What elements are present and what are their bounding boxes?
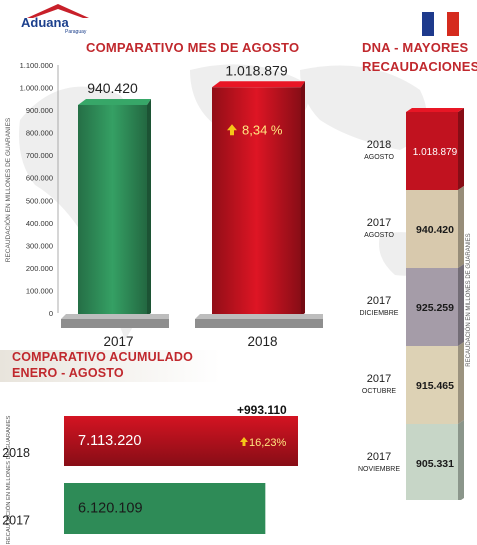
chart3-value-label: 1.018.879 xyxy=(413,147,458,158)
chart1-bar-side xyxy=(147,98,151,317)
chart-mayores: RECAUDACIÓN EN MILLONES DE GUARANIES 1.01… xyxy=(358,108,472,500)
chart3-segment-side xyxy=(458,108,464,190)
chart3-year-label: 2018 xyxy=(367,139,391,151)
arrow-up-icon xyxy=(240,437,248,446)
chart3-year-label: 2017 xyxy=(367,217,391,229)
chart1-value-label: 940.420 xyxy=(87,80,138,96)
chart3-segment-agosto-2017 xyxy=(406,190,458,268)
chart3-year-label: 2017 xyxy=(367,373,391,385)
chart1-bar-2017 xyxy=(78,104,147,317)
chart1-value-label: 1.018.879 xyxy=(225,62,287,78)
chart-acumulado: RECAUDACIÓN EN MILLONES DE GUARANIES2018… xyxy=(2,403,298,544)
chart1-bar-base xyxy=(61,319,169,328)
arrow-up-icon xyxy=(227,124,237,136)
chart3-year-label: 2017 xyxy=(367,451,391,463)
chart3-segment-octubre-2017 xyxy=(406,346,458,424)
chart2-y-axis-label: RECAUDACIÓN EN MILLONES DE GUARANIES xyxy=(5,415,12,544)
chart1-y-tick-label: 400.000 xyxy=(26,219,53,228)
chart1-bar-side xyxy=(301,81,305,317)
chart1-growth-label: 8,34 % xyxy=(242,122,283,137)
chart1-y-tick-label: 200.000 xyxy=(26,264,53,273)
chart1-y-tick-label: 1.000.000 xyxy=(20,84,53,93)
chart1-title: COMPARATIVO MES DE AGOSTO xyxy=(86,40,300,55)
chart3-segment-side xyxy=(458,342,464,424)
logo-name: Aduana xyxy=(21,15,69,30)
chart1-y-tick-label: 0 xyxy=(49,309,53,318)
chart3-month-label: NOVIEMBRE xyxy=(358,466,400,473)
chart3-segment-diciembre-2017 xyxy=(406,268,458,346)
chart3-value-label: 925.259 xyxy=(416,302,454,314)
chart2-title-band xyxy=(0,350,220,382)
chart1-bar-base-top xyxy=(61,314,169,319)
chart1-category-label: 2017 xyxy=(103,334,133,349)
chart3-title-line1: DNA - MAYORES xyxy=(362,40,469,55)
chart1-bar-top xyxy=(78,98,151,105)
chart3-year-label: 2017 xyxy=(367,295,391,307)
chart2-bar-2018 xyxy=(64,416,298,466)
chart3-month-label: AGOSTO xyxy=(364,232,394,239)
chart1-y-tick-label: 1.100.000 xyxy=(20,61,53,70)
chart3-month-label: AGOSTO xyxy=(364,154,394,161)
chart1-bar-base xyxy=(195,319,323,328)
chart2-title-line2: ENERO - AGOSTO xyxy=(12,366,124,380)
chart1-bar-2018 xyxy=(212,87,301,316)
chart3-segment-side xyxy=(458,264,464,346)
chart1-y-tick-label: 100.000 xyxy=(26,286,53,295)
chart1-y-tick-label: 300.000 xyxy=(26,241,53,250)
chart3-segment-side xyxy=(458,186,464,268)
chart2-category-label: 2017 xyxy=(2,514,30,528)
chart2-category-label: 2018 xyxy=(2,446,30,460)
chart3-value-label: 905.331 xyxy=(416,458,454,470)
chart2-growth-label: 16,23% xyxy=(249,437,287,449)
chart3-y-axis-label: RECAUDACIÓN EN MILLONES DE GUARANIES xyxy=(465,233,472,366)
chart2-title-line1: COMPARATIVO ACUMULADO xyxy=(12,350,194,364)
chart1-y-axis-label: RECAUDACIÓN EN MILLONES DE GUARANIES xyxy=(3,117,12,262)
chart3-value-label: 915.465 xyxy=(416,380,454,392)
flag-icon xyxy=(422,12,459,36)
chart3-segment-side xyxy=(458,420,464,500)
chart3-month-label: OCTUBRE xyxy=(362,388,397,395)
chart3-title-line2: RECAUDACIONES xyxy=(362,59,477,74)
chart1-y-tick-label: 600.000 xyxy=(26,174,53,183)
chart1-y-tick-label: 700.000 xyxy=(26,151,53,160)
chart3-month-label: DICIEMBRE xyxy=(360,310,399,317)
chart3-segment-noviembre-2017 xyxy=(406,424,458,500)
chart3-segment-top xyxy=(406,108,464,112)
chart1-category-label: 2018 xyxy=(247,334,277,349)
logo-roof-icon xyxy=(27,4,89,18)
logo-subtitle: Paraguay xyxy=(65,29,87,35)
chart2-difference-label: +993.110 xyxy=(237,403,287,417)
chart3-segment-agosto-2018 xyxy=(406,112,458,190)
chart1-bar-base-top xyxy=(195,314,323,319)
chart2-bar-2017 xyxy=(64,483,266,534)
chart-agosto: RECAUDACIÓN EN MILLONES DE GUARANIES 0 100… xyxy=(3,61,323,349)
chart1-bar-top xyxy=(212,81,305,88)
chart1-y-tick-label: 900.000 xyxy=(26,106,53,115)
chart1-y-tick-label: 800.000 xyxy=(26,129,53,138)
chart2-value-label: 7.113.220 xyxy=(78,433,141,449)
chart1-y-tick-label: 500.000 xyxy=(26,196,53,205)
chart3-value-label: 940.420 xyxy=(416,224,454,236)
chart2-value-label: 6.120.109 xyxy=(78,501,143,517)
